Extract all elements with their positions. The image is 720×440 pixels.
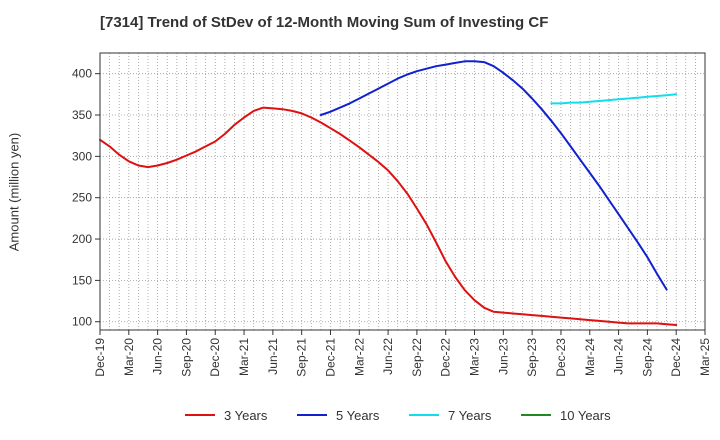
legend-label: 7 Years <box>448 408 492 423</box>
x-tick-label: Dec-24 <box>669 338 683 377</box>
x-tick-label: Jun-21 <box>266 338 280 375</box>
x-tick-label: Sep-20 <box>179 338 193 377</box>
x-tick-label: Dec-20 <box>208 338 222 377</box>
x-tick-label: Mar-25 <box>698 338 712 376</box>
plot-area <box>100 53 705 330</box>
y-tick-label: 250 <box>72 191 92 205</box>
y-tick-label: 100 <box>72 315 92 329</box>
series-line-5-years <box>319 60 668 291</box>
y-tick-label: 400 <box>72 67 92 81</box>
x-tick-label: Mar-23 <box>468 338 482 376</box>
legend: 3 Years 5 Years 7 Years 10 Years <box>185 408 611 423</box>
x-tick-label: Sep-22 <box>410 338 424 377</box>
x-tick-label: Dec-22 <box>439 338 453 377</box>
legend-label: 3 Years <box>224 408 268 423</box>
x-tick-label: Mar-24 <box>583 338 597 376</box>
x-tick-label: Sep-21 <box>295 338 309 377</box>
plot-frame <box>99 52 706 331</box>
y-tick-label: 350 <box>72 108 92 122</box>
legend-label: 10 Years <box>560 408 611 423</box>
legend-label: 5 Years <box>336 408 380 423</box>
x-tick-label: Dec-21 <box>323 338 337 377</box>
y-tick-label: 200 <box>72 232 92 246</box>
series-line-7-years <box>550 93 678 105</box>
x-tick-label: Sep-24 <box>640 338 654 377</box>
x-tick-label: Jun-24 <box>612 338 626 375</box>
x-tick-label: Mar-22 <box>352 338 366 376</box>
x-tick-label: Mar-21 <box>237 338 251 376</box>
x-tick-label: Mar-20 <box>122 338 136 376</box>
chart-title: [7314] Trend of StDev of 12-Month Moving… <box>100 14 549 31</box>
y-tick-label: 300 <box>72 149 92 163</box>
y-axis: 100 150 200 250 300 350 400 <box>72 67 100 329</box>
grid <box>100 53 705 330</box>
x-tick-label: Jun-20 <box>151 338 165 375</box>
x-tick-label: Jun-22 <box>381 338 395 375</box>
x-tick-label: Dec-23 <box>554 338 568 377</box>
x-tick-label: Jun-23 <box>496 338 510 375</box>
series-line-3-years <box>99 106 678 326</box>
x-tick-label: Sep-23 <box>525 338 539 377</box>
x-tick-label: Dec-19 <box>93 338 107 377</box>
y-tick-label: 150 <box>72 273 92 287</box>
series-lines <box>99 60 678 326</box>
x-axis: Dec-19 Mar-20 Jun-20 Sep-20 Dec-20 Mar-21 Jun-… <box>93 330 712 377</box>
